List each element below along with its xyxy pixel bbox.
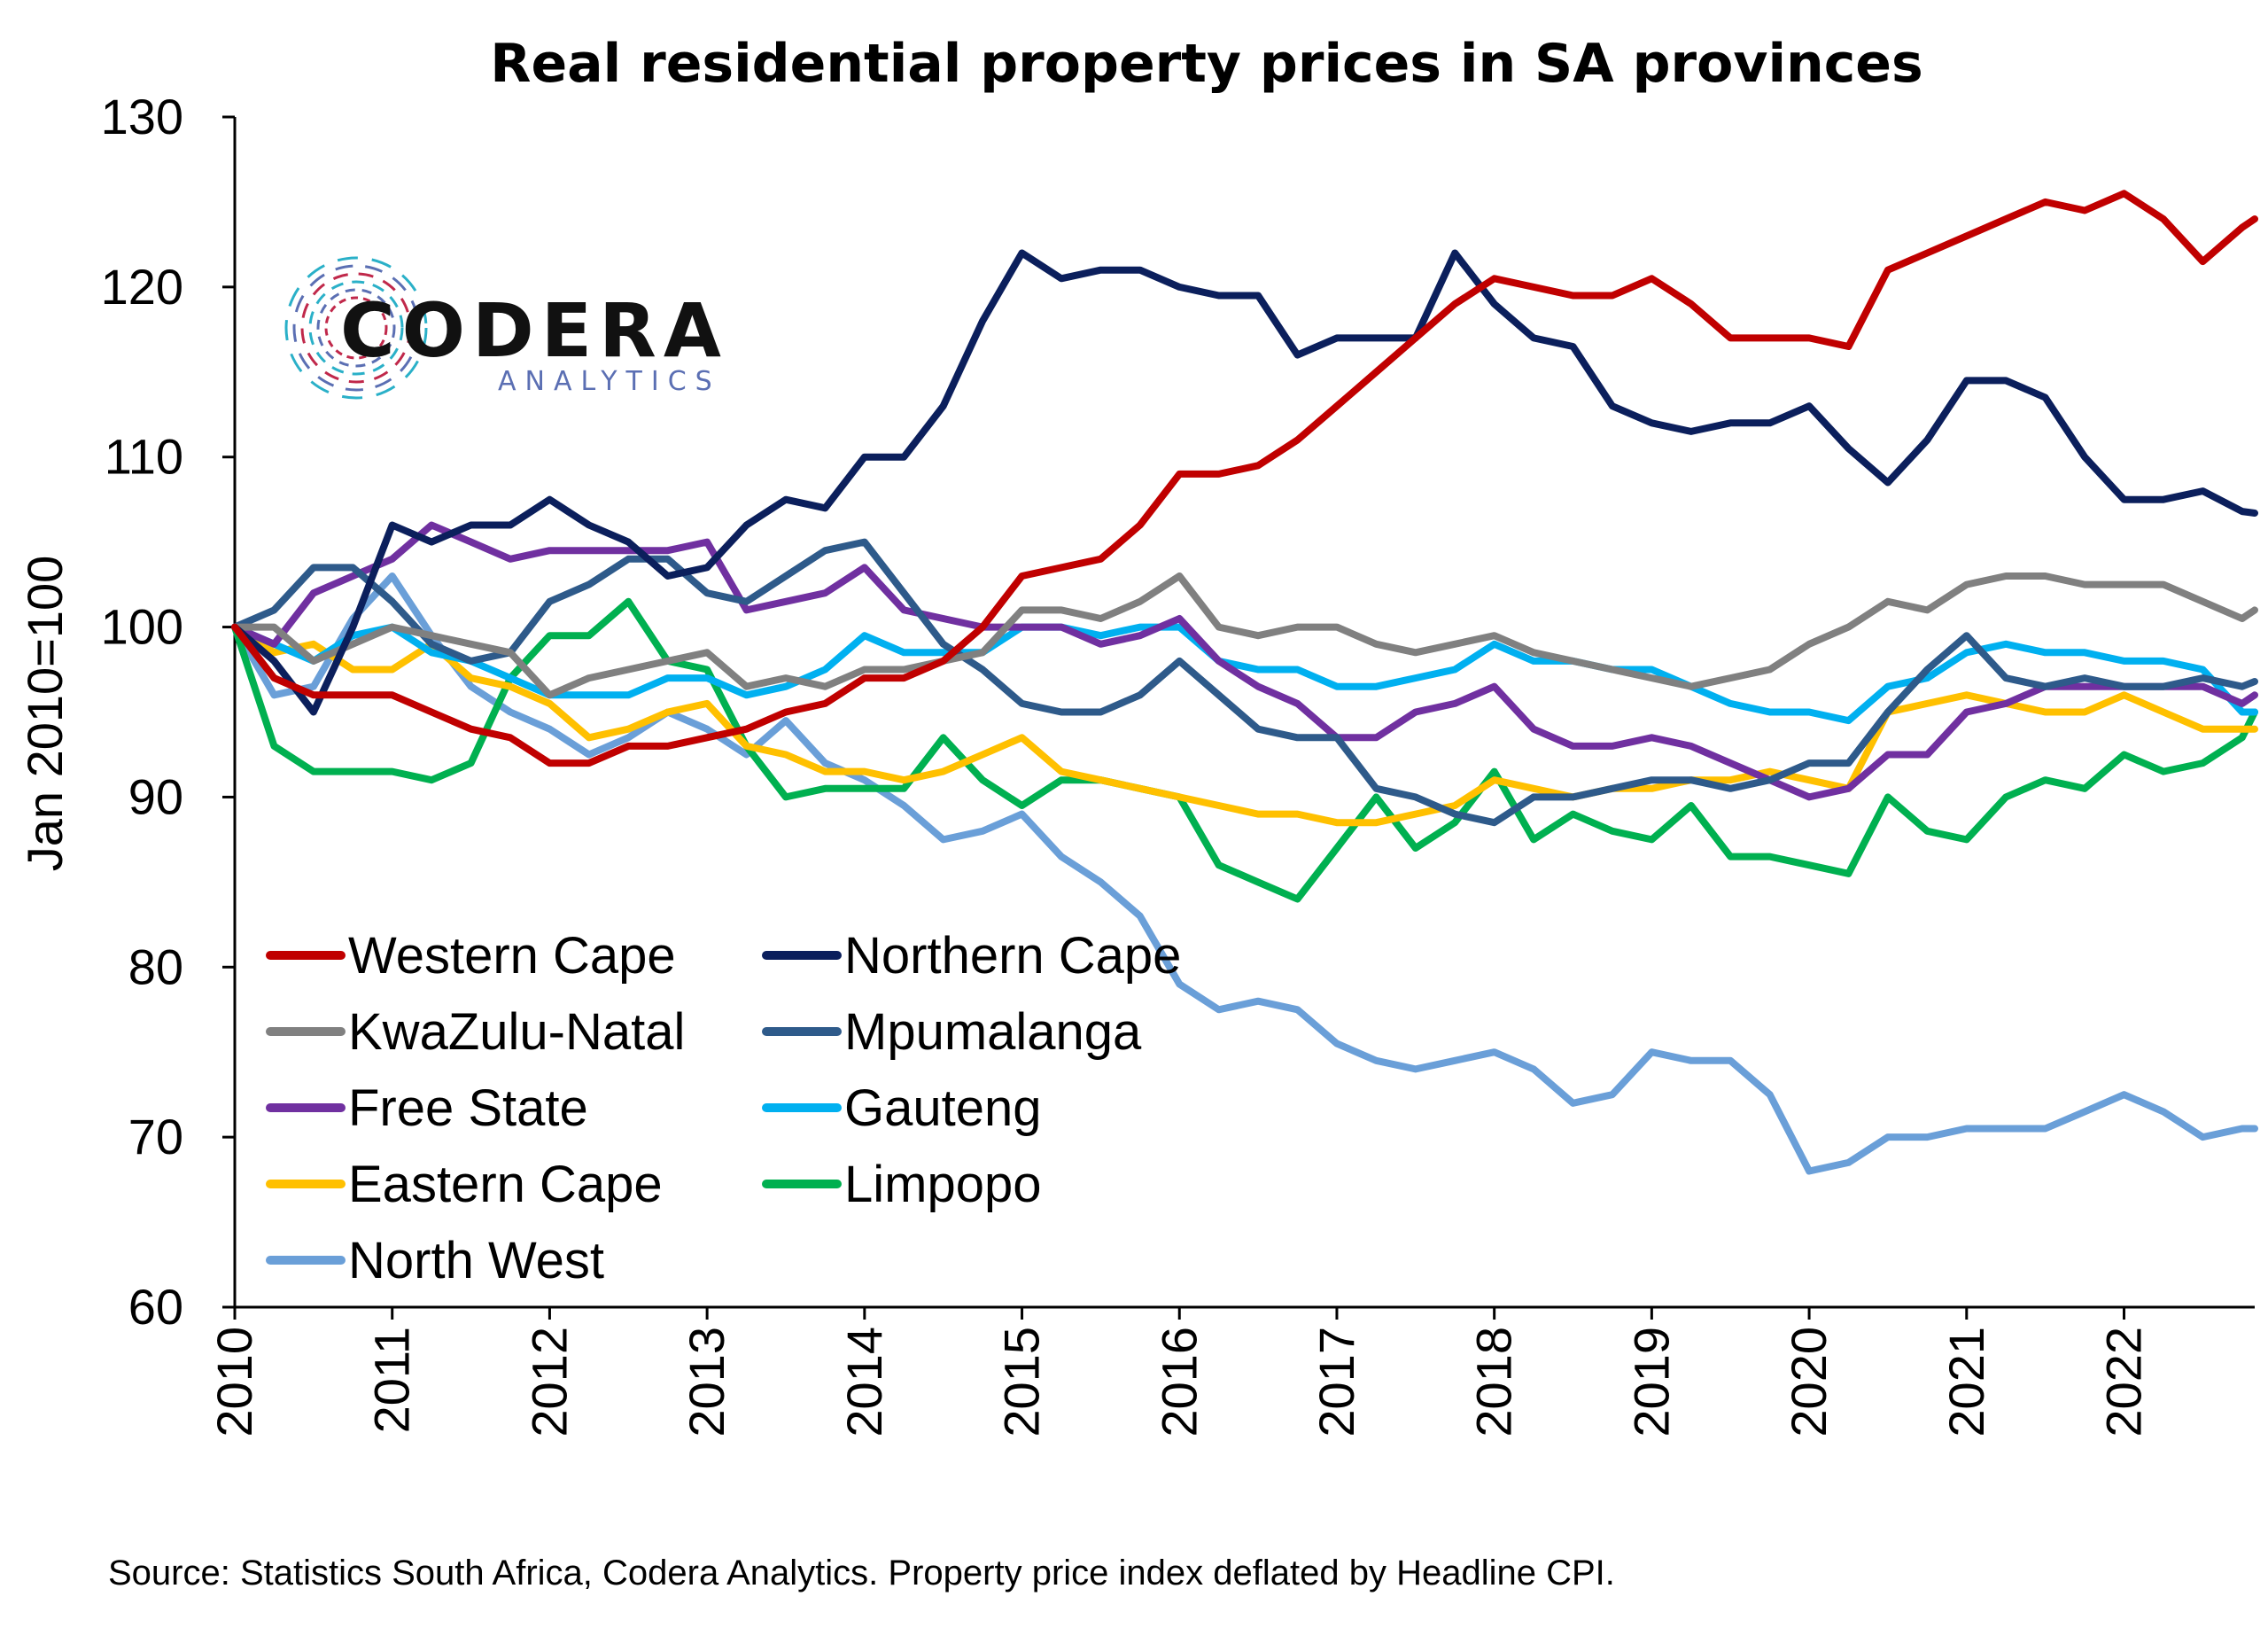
x-tick-label: 2015 xyxy=(994,1327,1050,1437)
axes: 60 70 80 90 100 110 120 130 2010 2011 2012 2013 2014… xyxy=(101,89,2255,1437)
y-tick-label: 60 xyxy=(128,1279,183,1335)
legend: Western Cape Northern Cape KwaZulu-Natal Mp… xyxy=(266,927,1181,1289)
series-line-eastern-cape xyxy=(231,623,2258,827)
legend-entry: Mpumalanga xyxy=(762,1003,1142,1061)
series-line-free-state xyxy=(231,521,2258,801)
x-tick-label: 2014 xyxy=(836,1327,892,1437)
y-tick-label: 100 xyxy=(101,599,183,655)
legend-entry: Northern Cape xyxy=(762,927,1181,985)
logo-ring xyxy=(300,272,412,384)
logo-name: CODERA xyxy=(340,287,728,374)
x-tick-label: 2020 xyxy=(1781,1327,1837,1437)
legend-label: Gauteng xyxy=(844,1079,1042,1137)
x-tick-label: 2013 xyxy=(679,1327,734,1437)
logo-ring xyxy=(292,264,420,392)
series-line-kwazulu-natal xyxy=(231,572,2258,699)
x-tick-label: 2011 xyxy=(364,1327,420,1433)
y-tick-label: 70 xyxy=(128,1109,183,1164)
legend-label: Northern Cape xyxy=(844,927,1181,985)
legend-label: Eastern Cape xyxy=(348,1156,663,1213)
y-axis-label: Jan 2010=100 xyxy=(17,556,73,872)
x-tick-label: 2016 xyxy=(1151,1327,1207,1437)
source-note: Source: Statistics South Africa, Codera … xyxy=(108,1554,1615,1593)
y-tick-label: 120 xyxy=(101,259,183,315)
legend-entry: Free State xyxy=(266,1079,588,1137)
logo-ring xyxy=(284,256,428,400)
x-tick-label: 2022 xyxy=(2096,1327,2152,1437)
legend-entry: Gauteng xyxy=(762,1079,1042,1137)
codera-logo: CODERA ANALYTICS xyxy=(284,256,728,400)
legend-entry: KwaZulu-Natal xyxy=(266,1003,685,1061)
logo-ring xyxy=(316,288,396,368)
series-line-western-cape xyxy=(231,190,2258,767)
legend-label: North West xyxy=(348,1232,604,1289)
series-line-mpumalanga xyxy=(231,538,2258,827)
x-tick-label: 2012 xyxy=(521,1327,577,1437)
legend-entry: Western Cape xyxy=(266,927,676,985)
y-tick-label: 90 xyxy=(128,768,183,824)
logo-subtitle: ANALYTICS xyxy=(498,366,721,397)
chart-title: Real residential property prices in SA p… xyxy=(490,33,1922,95)
legend-entry: Limpopo xyxy=(762,1156,1041,1213)
logo-ring xyxy=(324,296,388,360)
codera-logo-mark-icon xyxy=(284,256,428,400)
x-tick-label: 2018 xyxy=(1466,1327,1522,1437)
x-tick-label: 2017 xyxy=(1309,1327,1364,1437)
x-tick-label: 2019 xyxy=(1623,1327,1679,1437)
legend-entry: Eastern Cape xyxy=(266,1156,663,1213)
y-tick-label: 130 xyxy=(101,89,183,144)
x-tick-label: 2021 xyxy=(1938,1327,1994,1437)
series-line-gauteng xyxy=(231,623,2258,725)
series-lines xyxy=(231,190,2258,1175)
legend-entry: North West xyxy=(266,1232,604,1289)
legend-label: Limpopo xyxy=(844,1156,1041,1213)
y-tick-label: 80 xyxy=(128,938,183,994)
logo-ring xyxy=(308,280,404,376)
series-line-limpopo xyxy=(231,597,2258,903)
legend-label: Western Cape xyxy=(348,927,676,985)
legend-label: KwaZulu-Natal xyxy=(348,1003,685,1061)
legend-label: Mpumalanga xyxy=(844,1003,1142,1061)
x-tick-label: 2010 xyxy=(206,1327,262,1437)
series-line-northern-cape xyxy=(231,249,2258,716)
y-tick-label: 110 xyxy=(105,429,183,485)
legend-label: Free State xyxy=(348,1079,588,1137)
series-line-north-west xyxy=(231,572,2258,1175)
